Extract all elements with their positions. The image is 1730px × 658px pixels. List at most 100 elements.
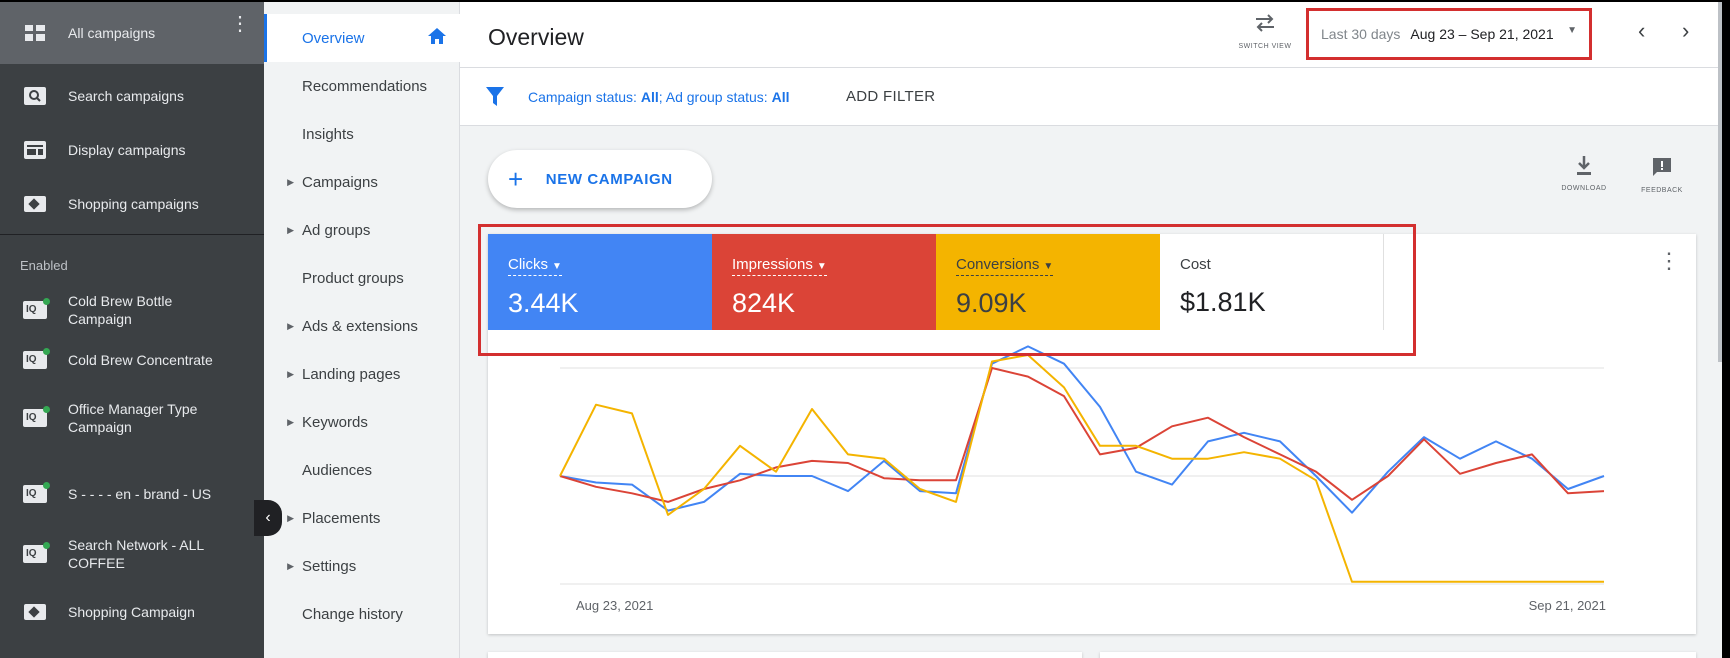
campaign-status-icon: IQ <box>22 348 50 370</box>
sidebar-item-label: Shopping campaigns <box>68 196 199 212</box>
enabled-section-label: Enabled <box>20 258 68 273</box>
previous-period-button[interactable]: ‹ <box>1638 18 1645 44</box>
display-campaign-icon <box>22 140 48 160</box>
campaign-status-icon: IQ <box>22 482 50 504</box>
nav-item-overview[interactable]: Overview <box>264 14 460 62</box>
sidebar-item-display-campaigns[interactable]: Display campaigns <box>0 126 264 174</box>
nav-item-placements[interactable]: ▶ Placements <box>264 494 460 542</box>
download-button[interactable]: DOWNLOAD <box>1548 156 1620 192</box>
switch-view-button[interactable]: SWITCH VIEW <box>1224 14 1306 50</box>
nav-item-audiences[interactable]: Audiences <box>264 446 460 494</box>
metric-conversions[interactable]: Conversions ▼ 9.09K <box>936 234 1160 330</box>
filter-funnel-icon[interactable] <box>486 87 504 112</box>
nav-item-label: Insights <box>302 125 354 143</box>
switch-view-label: SWITCH VIEW <box>1238 43 1292 50</box>
series-line-clicks[interactable] <box>559 345 1605 514</box>
metric-value: 9.09K <box>956 288 1027 318</box>
campaign-label: S - - - - en - brand - US <box>68 486 212 502</box>
nav-item-keywords[interactable]: ▶ Keywords <box>264 398 460 446</box>
campaign-status-icon: IQ <box>22 406 50 428</box>
search-campaign-icon <box>22 86 48 106</box>
campaign-label-line1: Cold Brew Bottle <box>68 293 173 309</box>
metric-label[interactable]: Conversions ▼ <box>956 256 1054 276</box>
campaign-status-icon: IQ <box>22 298 50 320</box>
nav-item-product-groups[interactable]: Product groups <box>264 254 460 302</box>
page-header: Overview SWITCH VIEW Last 30 days Aug 23… <box>460 2 1722 68</box>
campaign-item[interactable]: IQ Search Network - ALL COFFEE <box>0 528 264 580</box>
feedback-label: FEEDBACK <box>1641 187 1683 194</box>
metric-clicks[interactable]: Clicks ▼ 3.44K <box>488 234 712 330</box>
campaign-item[interactable]: IQ S - - - - en - brand - US <box>0 476 264 512</box>
metrics-highlight-box <box>478 224 1416 356</box>
nav-item-insights[interactable]: Insights <box>264 110 460 158</box>
expand-caret-icon: ▶ <box>287 320 294 331</box>
more-vert-icon[interactable]: ⋮ <box>1658 248 1680 273</box>
nav-item-label: Recommendations <box>302 77 428 95</box>
filter-bar: Campaign status: All; Ad group status: A… <box>460 68 1722 126</box>
metric-value: 3.44K <box>508 288 579 318</box>
line-chart: Aug 23, 2021 Sep 21, 2021 <box>559 345 1606 613</box>
chevron-left-icon: ‹ <box>265 509 271 526</box>
scrollbar[interactable] <box>1718 2 1722 362</box>
nav-item-label: Keywords <box>302 413 368 431</box>
expand-caret-icon: ▶ <box>287 512 294 523</box>
expand-caret-icon: ▶ <box>287 368 294 379</box>
next-period-button[interactable]: › <box>1682 18 1689 44</box>
all-campaigns-item[interactable]: All campaigns ⋮ <box>0 2 264 64</box>
home-icon <box>428 28 446 48</box>
expand-caret-icon: ▶ <box>287 224 294 235</box>
date-range-picker[interactable]: Last 30 days Aug 23 – Sep 21, 2021 ▼ <box>1306 8 1592 60</box>
campaign-label: Shopping Campaign <box>68 604 195 620</box>
campaign-item[interactable]: Shopping Campaign <box>0 594 264 630</box>
nav-item-label: Overview <box>302 29 365 47</box>
campaign-item[interactable]: IQ Office Manager Type Campaign <box>0 392 264 444</box>
add-filter-button[interactable]: ADD FILTER <box>846 88 936 105</box>
nav-item-label: Audiences <box>302 461 373 479</box>
nav-item-label: Ad groups <box>302 221 371 239</box>
shopping-campaign-icon <box>22 602 48 622</box>
nav-item-ad-groups[interactable]: ▶ Ad groups <box>264 206 460 254</box>
expand-caret-icon: ▶ <box>287 176 294 187</box>
expand-caret-icon: ▶ <box>287 416 294 427</box>
series-line-conversions[interactable] <box>559 354 1604 583</box>
metric-label[interactable]: Impressions ▼ <box>732 256 827 276</box>
campaign-status-label: Campaign status: <box>528 89 641 105</box>
more-vert-icon[interactable]: ⋮ <box>230 13 250 35</box>
nav-item-label: Landing pages <box>302 365 401 383</box>
feedback-button[interactable]: FEEDBACK <box>1626 156 1698 194</box>
nav-item-recommendations[interactable]: Recommendations <box>264 62 460 110</box>
active-filters[interactable]: Campaign status: All; Ad group status: A… <box>528 89 789 105</box>
campaign-label-line2: Campaign <box>68 419 132 435</box>
feedback-icon <box>1651 158 1673 182</box>
nav-item-campaigns[interactable]: ▶ Campaigns <box>264 158 460 206</box>
nav-item-landing-pages[interactable]: ▶ Landing pages <box>264 350 460 398</box>
campaign-item[interactable]: IQ Cold Brew Concentrate <box>0 342 264 378</box>
x-tick-label-start: Aug 23, 2021 <box>576 598 653 613</box>
sidebar-item-search-campaigns[interactable]: Search campaigns <box>0 72 264 120</box>
nav-item-change-history[interactable]: Change history <box>264 590 460 638</box>
dropdown-arrow-icon: ▼ <box>816 261 827 272</box>
date-range-value: Aug 23 – Sep 21, 2021 <box>1410 26 1554 42</box>
metric-impressions[interactable]: Impressions ▼ 824K <box>712 234 936 330</box>
collapse-sidebar-button[interactable]: ‹ <box>254 500 282 536</box>
campaign-label: Cold Brew Bottle Campaign <box>68 292 172 328</box>
shopping-campaign-icon <box>22 194 48 214</box>
campaign-label-line1: Search Network - ALL <box>68 537 205 553</box>
nav-item-settings[interactable]: ▶ Settings <box>264 542 460 590</box>
metric-label[interactable]: Clicks ▼ <box>508 256 562 276</box>
nav-item-label: Change history <box>302 605 403 623</box>
new-campaign-label: NEW CAMPAIGN <box>545 170 673 188</box>
download-label: DOWNLOAD <box>1561 185 1607 192</box>
nav-item-ads-extensions[interactable]: ▶ Ads & extensions <box>264 302 460 350</box>
sidebar-item-shopping-campaigns[interactable]: Shopping campaigns <box>0 180 264 228</box>
bottom-card-left <box>488 652 1082 658</box>
nav-item-label: Campaigns <box>302 173 378 191</box>
series-line-impressions[interactable] <box>559 367 1605 503</box>
campaign-item[interactable]: IQ Cold Brew Bottle Campaign <box>0 284 264 336</box>
metric-label-text: Clicks <box>508 256 548 273</box>
metric-cost[interactable]: Cost $1.81K <box>1160 234 1384 330</box>
new-campaign-button[interactable]: + NEW CAMPAIGN <box>488 150 712 208</box>
chart-series <box>559 345 1605 583</box>
chevron-left-icon: ‹ <box>1638 18 1646 43</box>
